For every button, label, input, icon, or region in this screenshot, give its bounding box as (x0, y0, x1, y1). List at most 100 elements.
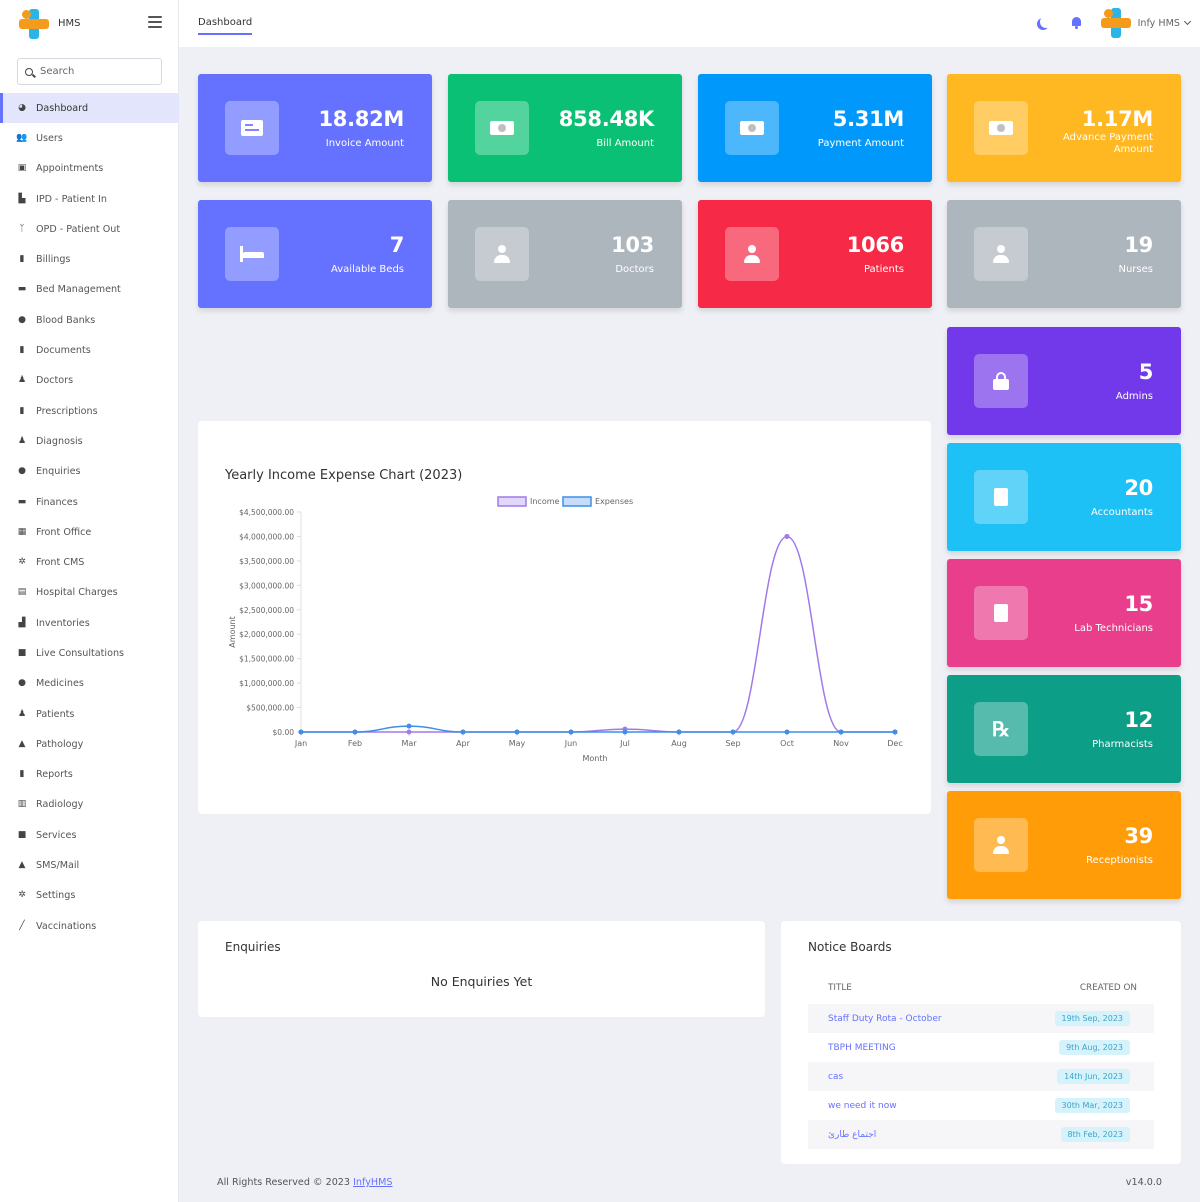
sidebar-item-sms-mail[interactable]: ▲ SMS/Mail (0, 850, 179, 880)
x-tick-label: Nov (833, 739, 849, 748)
stat-card-accountants[interactable]: 20 Accountants (947, 443, 1181, 551)
col-title[interactable]: TITLE (828, 983, 852, 993)
user-avatar[interactable] (1100, 6, 1132, 40)
stat-value: 12 (1124, 708, 1153, 732)
table-row[interactable]: Staff Duty Rota - October 19th Sep, 2023 (808, 1004, 1154, 1033)
sidebar-item-doctors[interactable]: ♟ Doctors (0, 366, 179, 396)
col-created-on[interactable]: CREATED ON (1079, 983, 1137, 993)
sidebar: HMS ◕ Dashboard 👥 Users ▣ Appointments ▙ IPD - … (0, 0, 179, 1202)
stat-label: Nurses (1118, 264, 1153, 275)
legend-swatch-income (497, 496, 527, 507)
sidebar-item-settings[interactable]: ✲ Settings (0, 881, 179, 911)
table-row[interactable]: TBPH MEETING 9th Aug, 2023 (808, 1033, 1154, 1062)
sidebar-item-label: OPD - Patient Out (36, 223, 121, 235)
sidebar-item-hospital-charges[interactable]: ▤ Hospital Charges (0, 578, 179, 608)
sidebar-item-dashboard[interactable]: ◕ Dashboard (0, 93, 179, 124)
bell-icon[interactable] (1071, 17, 1082, 29)
sidebar-item-label: Billings (36, 254, 71, 266)
sidebar-item-enquiries[interactable]: ● Enquiries (0, 457, 179, 487)
date-badge: 8th Feb, 2023 (1060, 1127, 1130, 1142)
moon-icon[interactable] (1040, 16, 1052, 28)
stat-card-nurses[interactable]: 19 Nurses (947, 200, 1181, 308)
sidebar-item-label: Enquiries (36, 466, 81, 478)
sidebar-item-users[interactable]: 👥 Users (0, 123, 179, 153)
notice-title-cell[interactable]: TBPH MEETING (828, 1042, 896, 1053)
sidebar-item-inventories[interactable]: ▟ Inventories (0, 608, 179, 638)
sidebar-item-label: Appointments (36, 163, 104, 175)
sidebar-item-documents[interactable]: ▮ Documents (0, 335, 179, 365)
stat-card-receptionists[interactable]: 39 Receptionists (947, 791, 1181, 899)
x-tick-label: May (509, 739, 526, 748)
sidebar-item-billings[interactable]: ▮ Billings (0, 244, 179, 274)
stat-card-advance-payment-amount[interactable]: 1.17M Advance Payment Amount (947, 74, 1181, 182)
data-point-expenses (514, 729, 520, 735)
data-point-expenses (298, 729, 304, 735)
legend-swatch-expenses (562, 496, 592, 507)
bell-icon: ▲ (18, 860, 26, 871)
table-row[interactable]: cas 14th Jun, 2023 (808, 1062, 1154, 1091)
sidebar-item-live-consultations[interactable]: ■ Live Consultations (0, 638, 179, 668)
sidebar-item-bed-management[interactable]: ▬ Bed Management (0, 275, 179, 305)
stat-value: 39 (1124, 824, 1153, 848)
stat-value: 20 (1124, 476, 1153, 500)
capsules-icon: ● (18, 678, 26, 689)
brand[interactable]: HMS (0, 0, 178, 47)
sidebar-item-prescriptions[interactable]: ▮ Prescriptions (0, 396, 179, 426)
sidebar-item-finances[interactable]: ▬ Finances (0, 487, 179, 517)
sidebar-item-appointments[interactable]: ▣ Appointments (0, 154, 179, 184)
sidebar-item-reports[interactable]: ▮ Reports (0, 760, 179, 790)
notice-title-cell[interactable]: Staff Duty Rota - October (808, 1004, 1007, 1033)
sidebar-item-blood-banks[interactable]: ● Blood Banks (0, 305, 179, 335)
stat-value: 7 (389, 233, 405, 257)
syringe-icon: ╱ (19, 920, 25, 931)
hamburger-icon[interactable] (148, 16, 162, 28)
search-input[interactable] (40, 66, 150, 77)
table-row[interactable]: اجتماع طارئ 8th Feb, 2023 (808, 1120, 1154, 1149)
notice-title-cell[interactable]: cas (808, 1062, 1007, 1091)
sidebar-item-label: Dashboard (36, 102, 89, 114)
x-tick-label: Jul (619, 739, 630, 748)
sidebar-item-front-cms[interactable]: ✲ Front CMS (0, 547, 179, 577)
user-menu[interactable]: Infy HMS (1138, 18, 1192, 29)
video-icon: ■ (17, 647, 27, 658)
sidebar-item-pathology[interactable]: ▲ Pathology (0, 729, 179, 759)
stat-card-payment-amount[interactable]: 5.31M Payment Amount (698, 74, 932, 182)
stat-card-pharmacists[interactable]: ℞ 12 Pharmacists (947, 675, 1181, 783)
stat-card-invoice-amount[interactable]: 18.82M Invoice Amount (198, 74, 432, 182)
stat-card-available-beds[interactable]: 7 Available Beds (198, 200, 432, 308)
brand-name: HMS (58, 18, 81, 29)
stat-label: Payment Amount (817, 138, 904, 149)
y-tick-label: $0.00 (273, 728, 295, 737)
sidebar-item-services[interactable]: ■ Services (0, 820, 179, 850)
sidebar-item-front-office[interactable]: ▦ Front Office (0, 517, 179, 547)
sidebar-item-label: Prescriptions (36, 405, 98, 417)
sidebar-item-diagnosis[interactable]: ♟ Diagnosis (0, 426, 179, 456)
stat-card-bill-amount[interactable]: 858.48K Bill Amount (448, 74, 682, 182)
stat-card-lab-technicians[interactable]: 15 Lab Technicians (947, 559, 1181, 667)
footer-version: v14.0.0 (1125, 1177, 1162, 1188)
stat-card-admins[interactable]: 5 Admins (947, 327, 1181, 435)
sidebar-item-label: Settings (36, 890, 76, 902)
table-row[interactable]: we need it now 30th Mar, 2023 (808, 1091, 1154, 1120)
sidebar-item-label: Inventories (36, 617, 90, 629)
footer-link[interactable]: InfyHMS (353, 1177, 393, 1188)
sidebar-item-medicines[interactable]: ● Medicines (0, 669, 179, 699)
y-tick-label: $4,000,000.00 (239, 532, 294, 541)
sidebar-item-ipd-patient-in[interactable]: ▙ IPD - Patient In (0, 184, 179, 214)
notice-title-cell[interactable]: اجتماع طارئ (808, 1120, 1007, 1149)
stat-value: 5 (1138, 360, 1154, 384)
data-point-expenses (406, 723, 412, 729)
sidebar-item-radiology[interactable]: ▥ Radiology (0, 790, 179, 820)
tab-dashboard[interactable]: Dashboard (198, 17, 253, 35)
search-field[interactable] (17, 58, 162, 85)
stat-card-patients[interactable]: 1066 Patients (698, 200, 932, 308)
sidebar-item-patients[interactable]: ♟ Patients (0, 699, 179, 729)
procedures-icon: ▙ (18, 193, 26, 204)
stat-icon-box (974, 227, 1028, 281)
notice-title-cell[interactable]: we need it now (828, 1100, 897, 1111)
sidebar-item-vaccinations[interactable]: ╱ Vaccinations (0, 911, 179, 941)
sidebar-item-opd-patient-out[interactable]: ᛉ OPD - Patient Out (0, 214, 179, 244)
x-tick-label: Apr (456, 739, 471, 748)
income-expense-chart-card: Yearly Income Expense Chart (2023) $4,50… (198, 421, 931, 814)
stat-card-doctors[interactable]: 103 Doctors (448, 200, 682, 308)
